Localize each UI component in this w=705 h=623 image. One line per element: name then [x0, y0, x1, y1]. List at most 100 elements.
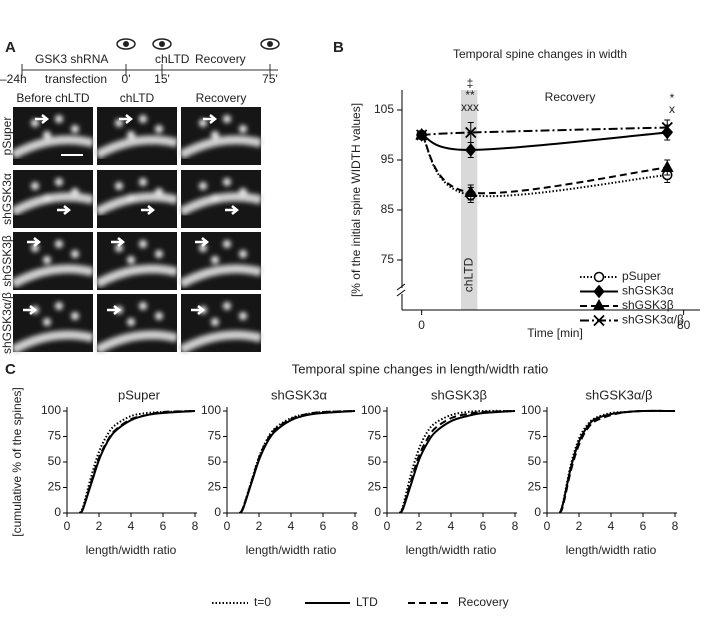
- series-line: [421, 131, 668, 152]
- y-tick-label: 105: [374, 102, 394, 116]
- cdf-line: [399, 410, 516, 514]
- chart-title: shGSK3α: [271, 387, 327, 402]
- timeline-label: GSK3 shRNA: [35, 52, 108, 66]
- spine: [115, 119, 123, 127]
- x-axis-label: Time [min]: [527, 326, 583, 340]
- spine: [223, 178, 231, 186]
- spine: [55, 115, 63, 123]
- cdf-line: [78, 410, 196, 514]
- cdf-line: [558, 409, 676, 514]
- eye-icon: [116, 38, 136, 50]
- annotation: ‡: [467, 76, 474, 90]
- arrow: [119, 114, 134, 124]
- y-tick-label: 100: [41, 403, 61, 417]
- micrograph-content: [178, 178, 263, 216]
- micrograph: [13, 107, 93, 165]
- x-tick-label: 0: [64, 519, 71, 533]
- axis-break: [396, 283, 406, 297]
- series-line: [420, 134, 668, 195]
- marker: [416, 129, 428, 141]
- legend-marker: [593, 284, 605, 299]
- x-tick-label: 80: [677, 318, 691, 332]
- x-tick-label: 4: [448, 519, 455, 533]
- spine: [71, 188, 79, 196]
- dendrite: [94, 330, 179, 354]
- chart-title: shGSK3β: [431, 387, 487, 402]
- x-tick-label: 8: [672, 519, 679, 533]
- dendrite: [94, 192, 179, 216]
- x-tick-label: 2: [576, 519, 583, 533]
- y-tick-label: 75: [208, 429, 222, 443]
- column-header: Before chLTD: [16, 91, 89, 105]
- x-axis-label: length/width ratio: [246, 543, 337, 557]
- micrograph: [181, 107, 261, 165]
- spine: [127, 318, 135, 326]
- arrow: [23, 305, 38, 315]
- spine: [43, 194, 51, 202]
- x-axis-label: length/width ratio: [86, 543, 177, 557]
- spine: [211, 194, 219, 202]
- x-axis-label: length/width ratio: [406, 543, 497, 557]
- arrow: [195, 237, 210, 247]
- arrow: [191, 305, 206, 315]
- timeline-label: transfection: [45, 72, 107, 86]
- legend-label: shGSK3α: [622, 284, 674, 298]
- cdf-line: [79, 410, 196, 514]
- timeline-label: 75': [262, 72, 278, 86]
- arrow: [225, 205, 240, 215]
- annotation: **: [465, 88, 475, 102]
- dendrite: [178, 192, 263, 216]
- x-tick-label: 8: [192, 519, 199, 533]
- micrograph-content: [178, 115, 263, 159]
- spine: [223, 115, 231, 123]
- cdf-line: [398, 409, 516, 514]
- marker: [465, 126, 477, 139]
- legend-label: pSuper: [622, 269, 661, 283]
- dendrite: [178, 264, 263, 288]
- panel-label: B: [333, 39, 344, 56]
- x-tick-label: 4: [288, 519, 295, 533]
- eye-icon: [267, 41, 273, 47]
- row-label: shGSK3α/β: [0, 292, 14, 354]
- spine: [211, 256, 219, 264]
- dendrite: [10, 264, 95, 288]
- cdf-line: [558, 409, 676, 514]
- marker: [660, 160, 674, 172]
- x-tick-label: 4: [128, 519, 135, 533]
- spine: [211, 318, 219, 326]
- x-tick-label: 0: [224, 519, 231, 533]
- spine: [43, 131, 51, 139]
- x-axis-label: length/width ratio: [566, 543, 657, 557]
- arrow: [141, 205, 156, 215]
- x-tick-label: 0: [418, 318, 425, 332]
- spine: [115, 244, 123, 252]
- y-tick-label: 0: [214, 505, 221, 519]
- x-tick-label: 2: [256, 519, 263, 533]
- y-tick-label: 75: [528, 429, 542, 443]
- spine: [155, 250, 163, 258]
- x-tick-label: 2: [416, 519, 423, 533]
- y-tick-label: 50: [528, 454, 542, 468]
- spine: [239, 188, 247, 196]
- y-tick-label: 0: [374, 505, 381, 519]
- x-tick-label: 8: [512, 519, 519, 533]
- cdf-line: [398, 410, 516, 514]
- spine: [55, 302, 63, 310]
- x-tick-label: 6: [320, 519, 327, 533]
- cdf-line: [239, 410, 356, 514]
- spine: [239, 312, 247, 320]
- dendrite: [94, 264, 179, 288]
- annotation: *: [670, 91, 675, 105]
- column-header: Recovery: [196, 91, 247, 105]
- y-tick-label: 50: [48, 454, 62, 468]
- spine: [199, 182, 207, 190]
- eye-icon: [152, 38, 172, 50]
- y-tick-label: 0: [534, 505, 541, 519]
- spine: [127, 131, 135, 139]
- timeline-label: –24h: [0, 72, 27, 86]
- spine: [155, 125, 163, 133]
- spine: [71, 312, 79, 320]
- legend-marker: [593, 271, 605, 283]
- panel-title: Temporal spine changes in length/width r…: [292, 361, 549, 376]
- x-tick-label: 4: [608, 519, 615, 533]
